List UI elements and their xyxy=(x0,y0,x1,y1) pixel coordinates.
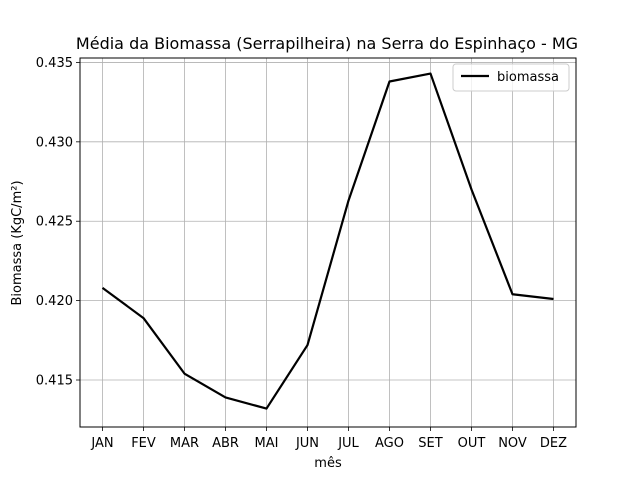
y-tick-label: 0.430 xyxy=(36,135,73,150)
y-tick-label: 0.415 xyxy=(36,374,73,389)
y-axis-ticks: 0.415 0.420 0.425 0.430 0.435 xyxy=(36,56,80,389)
x-tick-label: MAR xyxy=(170,436,199,451)
x-tick-label: NOV xyxy=(498,436,527,451)
series-layer xyxy=(101,72,554,410)
x-tick-label: FEV xyxy=(131,436,156,451)
x-axis-label: mês xyxy=(314,456,342,471)
x-axis-ticks: JAN FEV MAR ABR MAI JUN JUL AGO SET OUT NOV DEZ xyxy=(90,427,567,451)
y-tick-label: 0.425 xyxy=(36,215,73,230)
y-tick-label: 0.435 xyxy=(36,56,73,71)
grid-lines xyxy=(80,58,576,427)
legend-entry-biomassa: biomassa xyxy=(497,70,559,85)
x-tick-label: SET xyxy=(418,436,442,451)
x-tick-label: DEZ xyxy=(540,436,567,451)
y-axis-label: Biomassa (KgC/m²) xyxy=(10,180,25,305)
legend: biomassa xyxy=(452,63,570,92)
x-tick-label: JUN xyxy=(295,436,319,451)
chart-title: Média da Biomassa (Serrapilheira) na Ser… xyxy=(76,34,578,53)
x-tick-label: AGO xyxy=(375,436,404,451)
series-line-biomassa xyxy=(101,72,554,410)
plot-frame xyxy=(79,57,577,428)
x-tick-label: JUL xyxy=(337,436,359,451)
x-tick-label: MAI xyxy=(255,436,279,451)
legend-box xyxy=(452,63,570,92)
x-tick-label: JAN xyxy=(90,436,113,451)
x-tick-label: ABR xyxy=(212,436,239,451)
x-tick-label: OUT xyxy=(458,436,486,451)
y-tick-label: 0.420 xyxy=(36,294,73,309)
